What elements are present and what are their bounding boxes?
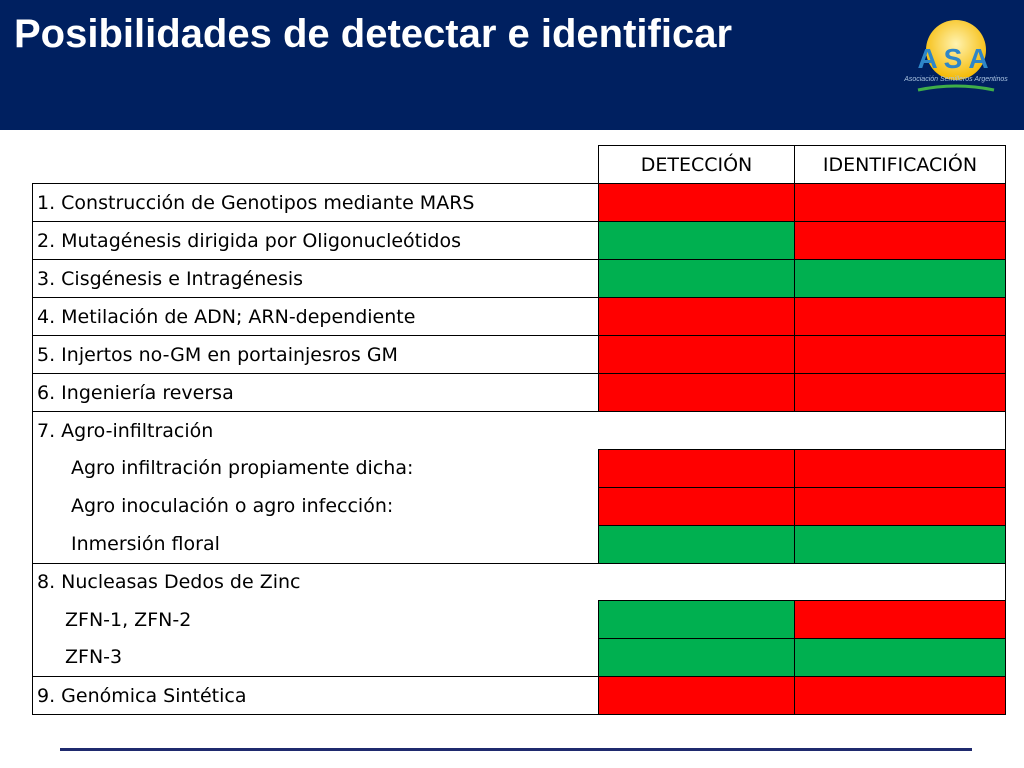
table-row: 6. Ingeniería reversa [32,373,1006,412]
row-label: Inmersión floral [32,525,599,564]
group-label: 7. Agro-infiltración [32,411,599,449]
table-row: Agro infiltración propiamente dicha: [32,448,1006,488]
column-header-identification: IDENTIFICACIÓN [794,145,1006,184]
identification-cell [794,524,1006,564]
identification-cell [794,183,1006,222]
logo-sun-icon [917,20,995,92]
row-label: 9. Genómica Sintética [32,676,599,715]
identification-cell [794,259,1006,298]
identification-cell [794,448,1006,488]
title-bar: Posibilidades de detectar e identificar … [0,0,1024,130]
table-group-row: 8. Nucleasas Dedos de Zinc [32,562,1006,601]
logo-text: ASA [917,43,995,74]
row-label: ZFN-1, ZFN-2 [32,600,599,639]
table-row: Agro inoculación o agro infección: [32,486,1006,526]
group-label: 8. Nucleasas Dedos de Zinc [32,562,599,601]
identification-cell [794,335,1006,374]
row-label: 2. Mutagénesis dirigida por Oligonucleót… [32,221,599,260]
row-label: Agro infiltración propiamente dicha: [32,449,599,487]
methods-table: DETECCIÓN IDENTIFICACIÓN 1. Construcción… [32,145,1006,715]
table-row: 9. Genómica Sintética [32,676,1006,715]
detection-cell [598,221,795,260]
logo-subtitle: Asociación Semilleros Argentinos [904,76,1008,83]
table-row: 4. Metilación de ADN; ARN-dependiente [32,297,1006,336]
table-row: Inmersión floral [32,524,1006,564]
footer-divider [60,748,972,751]
detection-cell [598,373,795,412]
detection-cell [598,335,795,374]
table-row: ZFN-1, ZFN-2 [32,600,1006,639]
row-label: 1. Construcción de Genotipos mediante MA… [32,183,599,222]
identification-cell [794,486,1006,526]
row-label: 4. Metilación de ADN; ARN-dependiente [32,297,599,336]
row-label: 6. Ingeniería reversa [32,373,599,412]
table-row: ZFN-3 [32,638,1006,677]
row-label: ZFN-3 [32,638,599,677]
identification-cell [794,600,1006,639]
table-row: 2. Mutagénesis dirigida por Oligonucleót… [32,221,1006,260]
table-group-row: 7. Agro-infiltración [32,411,1006,449]
detection-cell [598,448,795,488]
detection-cell [598,297,795,336]
table-header-row: DETECCIÓN IDENTIFICACIÓN [33,145,1006,184]
detection-cell [598,259,795,298]
table-row: 5. Injertos no-GM en portainjesros GM [32,335,1006,374]
row-label: 5. Injertos no-GM en portainjesros GM [32,335,599,374]
table-row: 3. Cisgénesis e Intragénesis [32,259,1006,298]
detection-cell [598,524,795,564]
detection-cell [598,638,795,677]
slide-title: Posibilidades de detectar e identificar [14,12,733,56]
asa-logo: ASA Asociación Semilleros Argentinos [888,16,1024,96]
identification-cell [794,676,1006,715]
row-label: 3. Cisgénesis e Intragénesis [32,259,599,298]
detection-cell [598,486,795,526]
detection-cell [598,676,795,715]
detection-cell [598,183,795,222]
detection-cell [598,600,795,639]
identification-cell [794,297,1006,336]
row-label: Agro inoculación o agro infección: [32,487,599,525]
identification-cell [794,373,1006,412]
identification-cell [794,638,1006,677]
column-header-detection: DETECCIÓN [598,145,795,184]
table-row: 1. Construcción de Genotipos mediante MA… [32,183,1006,222]
identification-cell [794,221,1006,260]
